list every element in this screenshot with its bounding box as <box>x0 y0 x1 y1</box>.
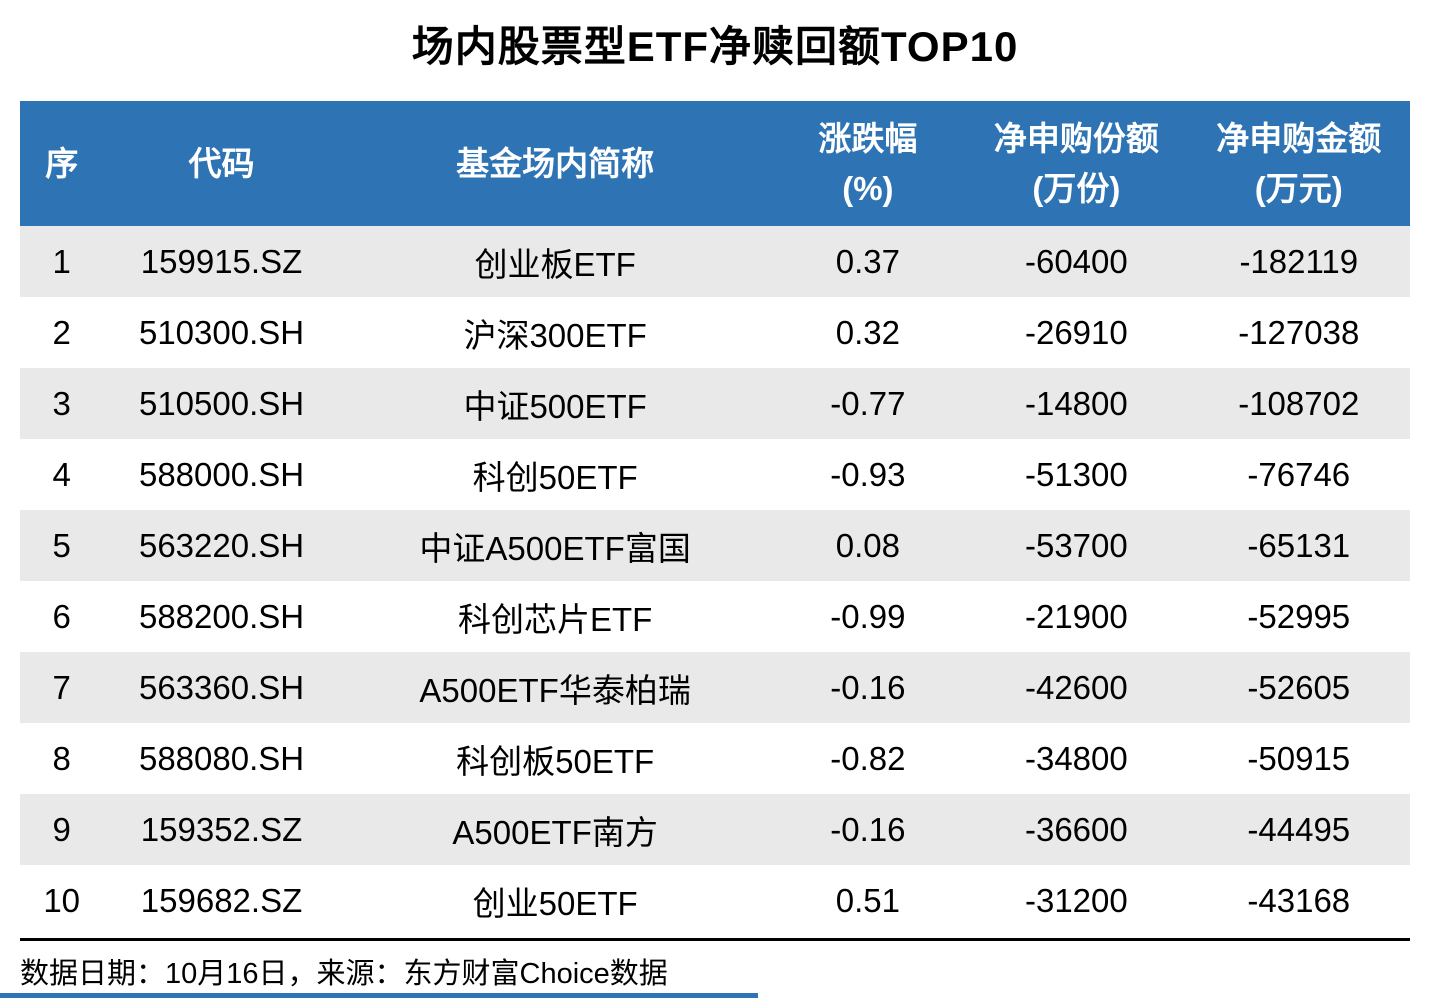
cell-change-pct: 0.51 <box>835 881 900 919</box>
cell-rank: 5 <box>52 526 71 564</box>
table-header-row: 序 代码 基金场内简称 涨跌幅 (%) 净申购份额 (万份) 净申购金额 (万元… <box>20 101 1410 226</box>
cell-rank: 1 <box>52 242 71 280</box>
cell-code: 588080.SH <box>138 739 305 777</box>
cell-net-amount: -44495 <box>1247 810 1351 848</box>
cell-rank: 8 <box>52 739 71 777</box>
cell-rank: 9 <box>52 810 71 848</box>
col-header-net-shares: 净申购份额 (万份) <box>965 101 1188 226</box>
cell-net-shares: -60400 <box>1024 242 1128 280</box>
cell-net-amount: -76746 <box>1247 455 1351 493</box>
cell-rank: 7 <box>52 668 71 706</box>
col-header-net-amount: 净申购金额 (万元) <box>1187 101 1410 226</box>
cell-fund-name: A500ETF南方 <box>452 813 658 851</box>
table-header: 序 代码 基金场内简称 涨跌幅 (%) 净申购份额 (万份) 净申购金额 (万元… <box>20 101 1410 226</box>
bottom-accent-bar <box>0 993 758 998</box>
cell-fund-name: 沪深300ETF <box>463 316 647 354</box>
cell-rank: 6 <box>52 597 71 635</box>
cell-net-shares: -31200 <box>1024 881 1128 919</box>
cell-code: 510300.SH <box>138 313 305 351</box>
cell-net-shares: -36600 <box>1024 810 1128 848</box>
cell-change-pct: 0.08 <box>835 526 900 564</box>
cell-change-pct: -0.77 <box>830 384 906 422</box>
cell-net-shares: -34800 <box>1024 739 1128 777</box>
cell-rank: 2 <box>52 313 71 351</box>
cell-change-pct: -0.16 <box>830 810 906 848</box>
table-row: 9 159352.SZ A500ETF南方 -0.16 -36600 -4449… <box>20 794 1410 865</box>
cell-net-shares: -51300 <box>1024 455 1128 493</box>
col-header-change-pct: 涨跌幅 (%) <box>770 101 966 226</box>
cell-change-pct: 0.37 <box>835 242 900 280</box>
cell-net-shares: -14800 <box>1024 384 1128 422</box>
cell-net-amount: -50915 <box>1247 739 1351 777</box>
cell-code: 159682.SZ <box>140 881 303 919</box>
cell-change-pct: -0.93 <box>830 455 906 493</box>
cell-net-amount: -52995 <box>1247 597 1351 635</box>
cell-code: 588000.SH <box>138 455 305 493</box>
table-row: 8 588080.SH 科创板50ETF -0.82 -34800 -50915 <box>20 723 1410 794</box>
page-title: 场内股票型ETF净赎回额TOP10 <box>411 23 1019 70</box>
cell-code: 563360.SH <box>138 668 305 706</box>
cell-code: 563220.SH <box>138 526 305 564</box>
source-note: 数据日期：10月16日，来源：东方财富Choice数据 <box>20 938 1410 992</box>
col-header-code: 代码 <box>103 101 340 226</box>
col-header-fund-name: 基金场内简称 <box>339 101 771 226</box>
cell-fund-name: 中证500ETF <box>463 387 647 425</box>
cell-fund-name: 科创板50ETF <box>456 742 655 780</box>
etf-top10-table: 序 代码 基金场内简称 涨跌幅 (%) 净申购份额 (万份) 净申购金额 (万元… <box>20 101 1410 936</box>
cell-net-amount: -52605 <box>1247 668 1351 706</box>
cell-code: 159915.SZ <box>140 242 303 280</box>
cell-net-shares: -53700 <box>1024 526 1128 564</box>
cell-change-pct: -0.16 <box>830 668 906 706</box>
table-row: 5 563220.SH 中证A500ETF富国 0.08 -53700 -651… <box>20 510 1410 581</box>
table-row: 10 159682.SZ 创业50ETF 0.51 -31200 -43168 <box>20 865 1410 936</box>
cell-net-shares: -42600 <box>1024 668 1128 706</box>
cell-net-amount: -65131 <box>1247 526 1351 564</box>
cell-rank: 10 <box>43 881 81 919</box>
cell-net-amount: -43168 <box>1247 881 1351 919</box>
cell-code: 588200.SH <box>138 597 305 635</box>
cell-fund-name: 科创芯片ETF <box>457 600 653 638</box>
cell-change-pct: 0.32 <box>835 313 900 351</box>
cell-rank: 4 <box>52 455 71 493</box>
cell-change-pct: -0.82 <box>830 739 906 777</box>
cell-fund-name: 创业50ETF <box>472 884 638 922</box>
cell-fund-name: 科创50ETF <box>472 458 638 496</box>
cell-code: 510500.SH <box>138 384 305 422</box>
table-row: 4 588000.SH 科创50ETF -0.93 -51300 -76746 <box>20 439 1410 510</box>
table-body: 1 159915.SZ 创业板ETF 0.37 -60400 -182119 2… <box>20 226 1410 936</box>
cell-net-amount: -127038 <box>1238 313 1360 351</box>
cell-net-shares: -26910 <box>1024 313 1128 351</box>
cell-rank: 3 <box>52 384 71 422</box>
cell-net-amount: -182119 <box>1239 242 1359 280</box>
cell-net-amount: -108702 <box>1238 384 1360 422</box>
table-row: 2 510300.SH 沪深300ETF 0.32 -26910 -127038 <box>20 297 1410 368</box>
col-header-rank: 序 <box>20 101 104 226</box>
cell-fund-name: A500ETF华泰柏瑞 <box>419 671 691 709</box>
table-row: 7 563360.SH A500ETF华泰柏瑞 -0.16 -42600 -52… <box>20 652 1410 723</box>
table-row: 3 510500.SH 中证500ETF -0.77 -14800 -10870… <box>20 368 1410 439</box>
cell-fund-name: 创业板ETF <box>474 245 636 283</box>
cell-change-pct: -0.99 <box>830 597 906 635</box>
cell-code: 159352.SZ <box>140 810 303 848</box>
cell-fund-name: 中证A500ETF富国 <box>419 529 691 567</box>
table-row: 1 159915.SZ 创业板ETF 0.37 -60400 -182119 <box>20 226 1410 297</box>
cell-net-shares: -21900 <box>1024 597 1128 635</box>
table-row: 6 588200.SH 科创芯片ETF -0.99 -21900 -52995 <box>20 581 1410 652</box>
